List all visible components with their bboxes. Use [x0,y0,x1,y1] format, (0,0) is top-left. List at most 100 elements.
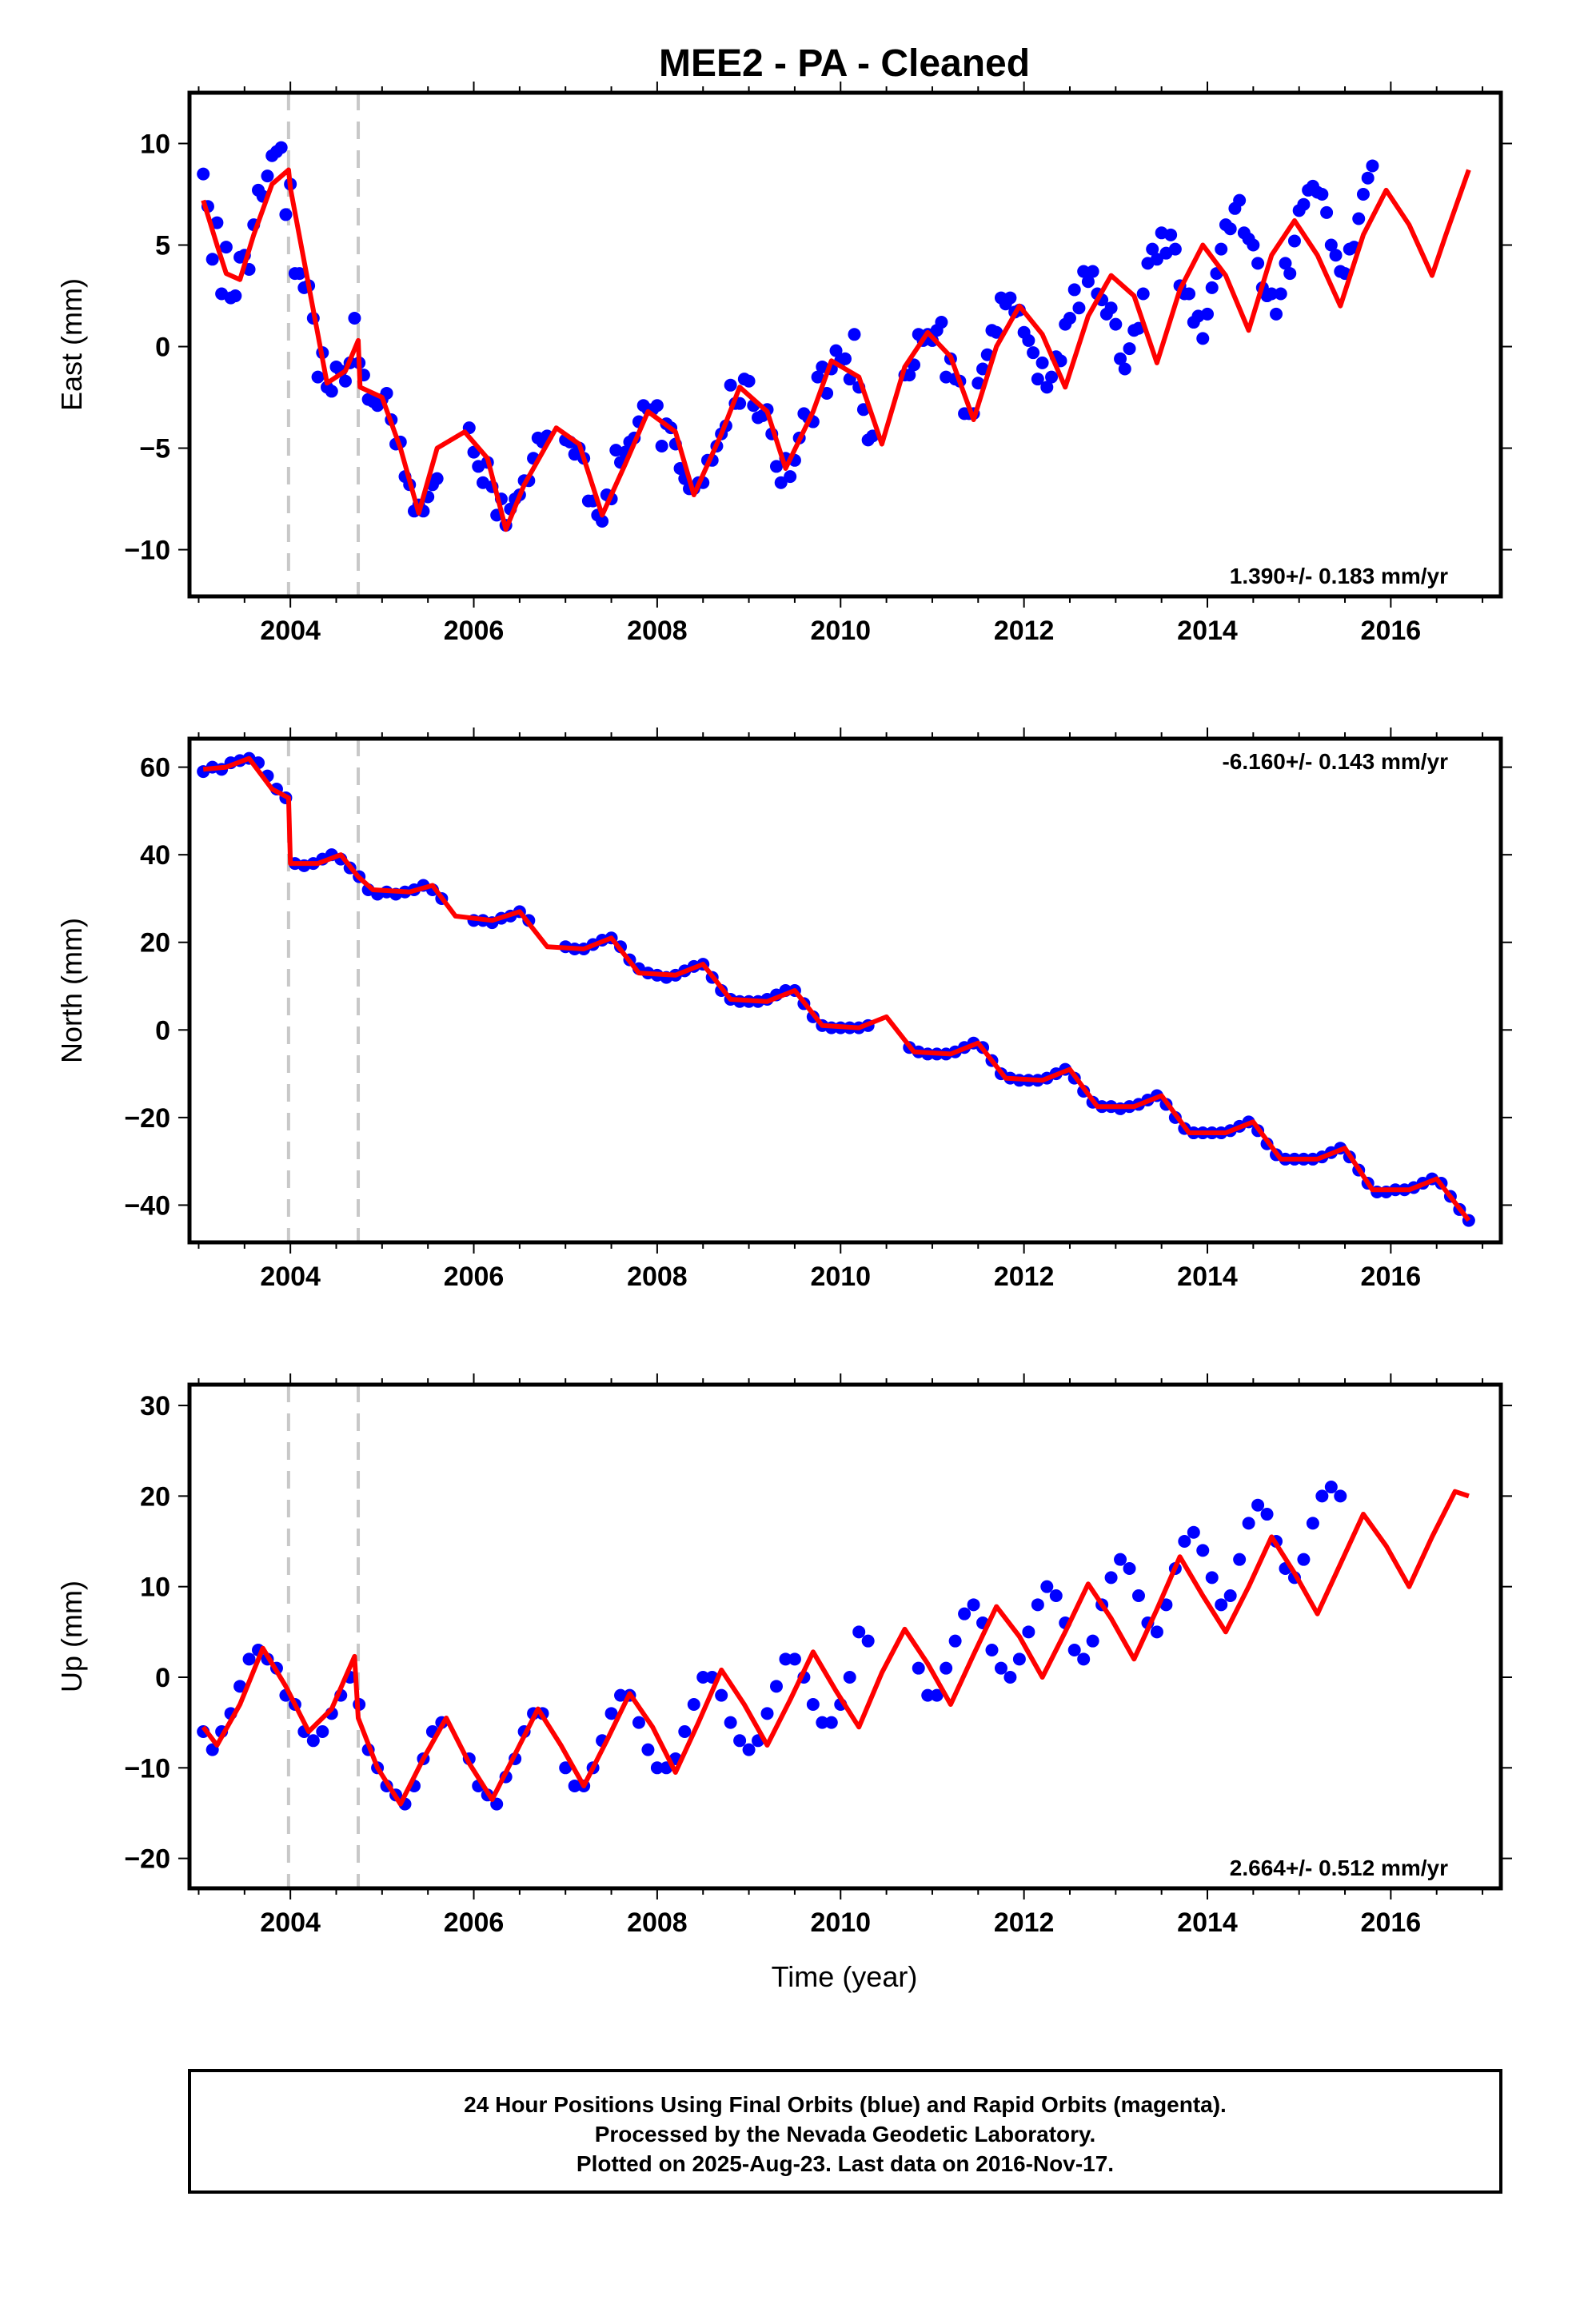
y-tick-label: 20 [140,928,170,959]
footer-box: 24 Hour Positions Using Final Orbits (bl… [188,2069,1502,2194]
data-point [1315,188,1329,201]
data-point [1417,0,1430,6]
data-point [843,1670,856,1684]
data-point [1329,249,1343,262]
data-point [1371,0,1383,6]
plot-area [197,0,1470,1888]
data-point [1371,0,1383,6]
data-point [861,1634,875,1648]
data-point [806,1697,820,1711]
data-point [820,386,834,400]
data-point [1407,0,1420,6]
data-point [1223,222,1237,236]
plot-area [197,0,1475,596]
data-point [1086,265,1099,278]
data-point [1402,0,1415,6]
y-tick-label: −20 [124,1844,170,1875]
data-point [1297,197,1311,211]
data-point [1444,0,1457,6]
data-point [197,167,210,181]
data-point [1453,0,1466,6]
y-tick-label: −40 [124,1190,170,1221]
x-tick-label: 2004 [260,1907,321,1938]
data-point [1104,1571,1118,1585]
plot-area [197,739,1475,1242]
data-point [293,267,306,281]
data-point [1453,0,1466,6]
model-fit-line [202,755,1471,1222]
data-point [852,1625,866,1639]
data-point [779,1652,792,1666]
y-axis-label: East (mm) [55,278,88,411]
data-point [1159,1598,1173,1612]
data-point [1458,0,1470,6]
footer-line-3: Plotted on 2025-Aug-23. Last data on 201… [577,2151,1114,2176]
data-point [1086,1634,1099,1648]
data-point [1196,332,1210,345]
data-point [1164,228,1178,241]
data-point [1426,0,1438,6]
data-point [1380,0,1393,6]
data-point [1072,301,1086,315]
x-tick-label: 2014 [1177,616,1238,646]
data-point [1187,1525,1200,1539]
data-point [990,325,1003,339]
x-tick-label: 2006 [444,1262,505,1292]
data-point [1439,0,1452,6]
data-point [1352,0,1365,6]
y-tick-label: 20 [140,1481,170,1512]
y-tick-label: 60 [140,753,170,783]
data-point [824,1716,838,1729]
data-point [338,374,352,388]
x-tick-label: 2006 [444,1907,505,1938]
data-point [1233,193,1247,207]
data-point [1247,238,1260,252]
x-tick-label: 2006 [444,616,505,646]
x-tick-label: 2008 [627,1907,688,1938]
data-point [650,399,664,413]
data-point [1334,1489,1347,1503]
data-point [1462,0,1475,6]
y-tick-label: 0 [155,1663,170,1693]
data-point [696,1670,710,1684]
x-tick-label: 2016 [1361,1262,1422,1292]
y-tick-label: 10 [140,1573,170,1603]
data-point [1449,0,1462,6]
data-point [229,289,242,303]
data-point [1045,370,1059,384]
y-tick-label: 5 [155,231,170,261]
data-point [1417,0,1430,6]
data-point [1196,1544,1210,1557]
data-point [1394,0,1406,6]
data-point [724,1716,737,1729]
data-point [1434,0,1447,6]
model-fit-line [201,167,1471,532]
data-point [1324,1481,1338,1494]
data-point [1027,346,1040,360]
data-point [242,1652,256,1666]
data-point [1205,281,1219,294]
data-point [1114,1553,1127,1566]
data-point [994,1661,1007,1675]
data-point [1077,1652,1091,1666]
data-point [219,241,233,254]
data-point [1398,0,1411,6]
data-point [1356,188,1370,201]
data-point [769,1680,783,1693]
data-point [1022,333,1035,347]
data-point [1320,205,1334,219]
data-point [1324,238,1338,252]
data-point [1426,0,1438,6]
data-point [1114,352,1127,365]
data-point [742,1743,756,1756]
footer-frame [188,2069,1502,2194]
data-point [1118,362,1131,376]
data-point [788,1652,801,1666]
data-point [1283,267,1297,281]
data-point [596,515,609,528]
data-point [1366,159,1379,173]
x-tick-label: 2014 [1177,1907,1238,1938]
data-point [1361,171,1375,185]
data-point [715,1688,728,1702]
east-panel: 2004 2006 2008 2010 2012 2014 2016 −10 −5 0 5 10 Eas… [55,0,1512,646]
